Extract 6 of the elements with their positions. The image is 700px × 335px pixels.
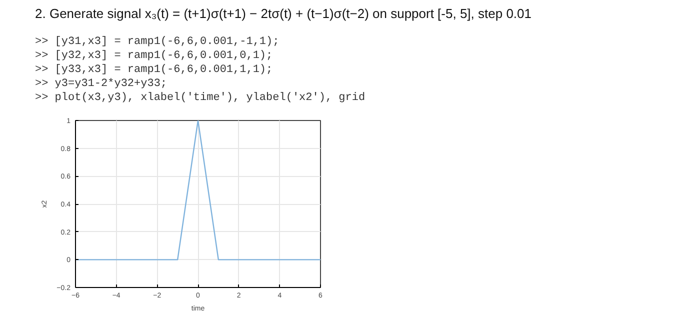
text: >> y3=y31-2*y32+y33; <box>35 78 168 90</box>
text: >> [y33,x3] = ramp1(-6,6,0.001,1,1); <box>35 64 273 76</box>
chart-title: 2. Generate signal x₃(t) = (t+1)σ(t+1) − 2tσ(t) + (t−1)σ(t−2) on support [-5, 5], step 0.01 <box>35 5 532 23</box>
text: >> [y31,x3] = ramp1(-6,6,0.001,-1,1); <box>35 36 280 48</box>
text: >> [y32,x3] = ramp1(-6,6,0.001,0,1); <box>35 50 273 62</box>
text: >> plot(x3,y3), xlabel('time'), ylabel('x2'), grid <box>35 92 366 104</box>
